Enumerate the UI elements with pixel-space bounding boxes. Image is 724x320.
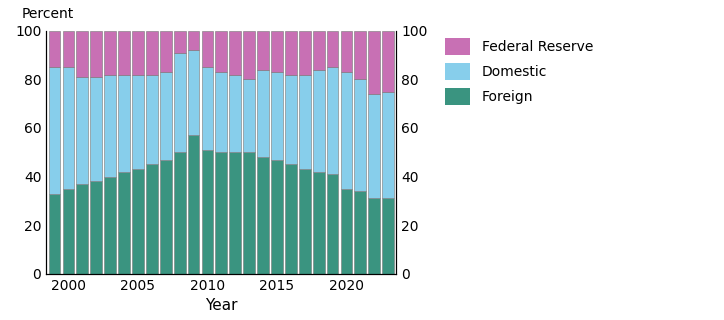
Bar: [62, 67, 75, 189]
Bar: [174, 53, 185, 152]
Bar: [216, 72, 227, 152]
Bar: [340, 31, 353, 72]
Bar: [104, 177, 116, 274]
Bar: [327, 174, 338, 274]
Bar: [201, 67, 214, 150]
Bar: [77, 184, 88, 274]
Bar: [160, 72, 172, 159]
Bar: [369, 94, 380, 198]
Bar: [382, 198, 394, 274]
Bar: [77, 31, 88, 77]
Bar: [132, 169, 144, 274]
Bar: [355, 79, 366, 191]
Bar: [369, 31, 380, 94]
Bar: [90, 31, 102, 77]
Bar: [230, 75, 241, 152]
Bar: [160, 31, 172, 72]
Bar: [285, 75, 297, 164]
Bar: [90, 77, 102, 181]
Bar: [118, 75, 130, 172]
Bar: [77, 77, 88, 184]
Bar: [201, 31, 214, 67]
Bar: [201, 150, 214, 274]
Bar: [49, 67, 61, 194]
Bar: [271, 31, 283, 72]
Bar: [257, 157, 269, 274]
Bar: [313, 31, 324, 70]
Bar: [49, 31, 61, 67]
Bar: [355, 31, 366, 79]
Bar: [382, 31, 394, 92]
Bar: [243, 31, 255, 79]
Bar: [257, 70, 269, 157]
Bar: [230, 152, 241, 274]
Bar: [285, 31, 297, 75]
Bar: [327, 67, 338, 174]
Bar: [340, 189, 353, 274]
Bar: [146, 31, 158, 75]
Bar: [369, 198, 380, 274]
Bar: [243, 79, 255, 152]
Bar: [62, 31, 75, 67]
Bar: [243, 152, 255, 274]
Bar: [174, 152, 185, 274]
Bar: [146, 164, 158, 274]
Bar: [327, 31, 338, 67]
Bar: [188, 50, 200, 135]
Bar: [188, 135, 200, 274]
Bar: [257, 31, 269, 70]
X-axis label: Year: Year: [205, 298, 237, 313]
Bar: [340, 72, 353, 189]
Bar: [118, 172, 130, 274]
Bar: [230, 31, 241, 75]
Legend: Federal Reserve, Domestic, Foreign: Federal Reserve, Domestic, Foreign: [445, 38, 593, 105]
Bar: [271, 159, 283, 274]
Bar: [216, 152, 227, 274]
Bar: [285, 164, 297, 274]
Bar: [132, 31, 144, 75]
Text: Percent: Percent: [22, 7, 74, 21]
Bar: [313, 70, 324, 172]
Bar: [382, 92, 394, 198]
Bar: [188, 31, 200, 50]
Bar: [132, 75, 144, 169]
Bar: [355, 191, 366, 274]
Bar: [104, 31, 116, 75]
Bar: [299, 75, 311, 169]
Bar: [313, 172, 324, 274]
Bar: [299, 169, 311, 274]
Bar: [174, 31, 185, 53]
Bar: [118, 31, 130, 75]
Bar: [90, 181, 102, 274]
Bar: [104, 75, 116, 177]
Bar: [62, 189, 75, 274]
Bar: [216, 31, 227, 72]
Bar: [160, 159, 172, 274]
Bar: [146, 75, 158, 164]
Bar: [49, 194, 61, 274]
Bar: [299, 31, 311, 75]
Bar: [271, 72, 283, 159]
